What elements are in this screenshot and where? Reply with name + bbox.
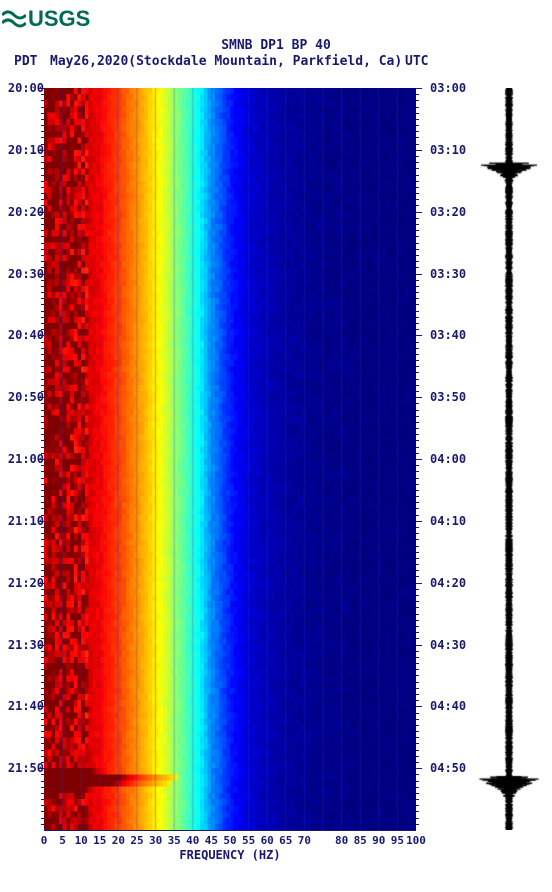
x-axis-label: FREQUENCY (HZ) bbox=[44, 848, 416, 862]
x-tick: 60 bbox=[261, 834, 274, 847]
x-tick: 40 bbox=[186, 834, 199, 847]
x-tick: 45 bbox=[205, 834, 218, 847]
x-tick: 0 bbox=[41, 834, 48, 847]
x-axis: 051015202530354045505560657080859095100 bbox=[44, 830, 416, 846]
usgs-logo: USGS bbox=[2, 6, 90, 32]
x-tick: 90 bbox=[372, 834, 385, 847]
x-tick: 95 bbox=[391, 834, 404, 847]
x-tick: 20 bbox=[112, 834, 125, 847]
x-tick: 100 bbox=[406, 834, 426, 847]
waveform-area bbox=[470, 88, 548, 830]
utc-label: UTC bbox=[405, 54, 428, 69]
chart-title: SMNB DP1 BP 40 bbox=[0, 38, 552, 53]
x-tick: 15 bbox=[93, 834, 106, 847]
x-tick: 25 bbox=[130, 834, 143, 847]
pdt-label: PDT bbox=[14, 54, 37, 69]
x-tick: 80 bbox=[335, 834, 348, 847]
usgs-logo-text: USGS bbox=[28, 6, 90, 32]
x-tick: 55 bbox=[242, 834, 255, 847]
usgs-wave-icon bbox=[2, 9, 26, 29]
x-tick: 30 bbox=[149, 834, 162, 847]
x-tick: 50 bbox=[223, 834, 236, 847]
x-tick: 10 bbox=[75, 834, 88, 847]
date-location: May26,2020(Stockdale Mountain, Parkfield… bbox=[50, 54, 402, 69]
spectrogram-area bbox=[44, 88, 416, 830]
x-tick: 5 bbox=[59, 834, 66, 847]
x-tick: 65 bbox=[279, 834, 292, 847]
x-tick: 85 bbox=[354, 834, 367, 847]
x-tick: 70 bbox=[298, 834, 311, 847]
waveform-canvas bbox=[470, 88, 548, 830]
x-tick: 35 bbox=[168, 834, 181, 847]
